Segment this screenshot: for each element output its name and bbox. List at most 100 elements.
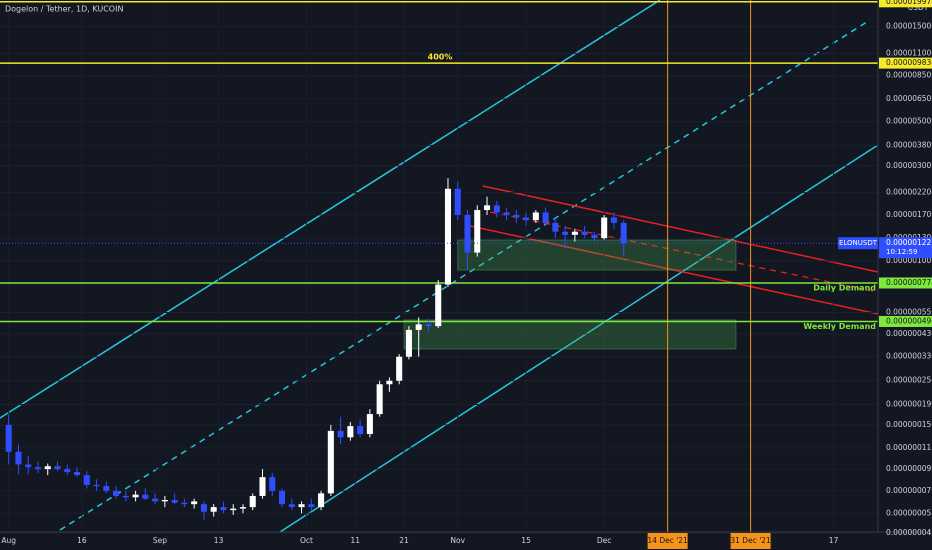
candle-body xyxy=(64,469,71,473)
y-tick-label: 0.000008500 xyxy=(886,71,932,80)
level-price-box xyxy=(879,0,932,8)
y-tick-label: 0.000000150 xyxy=(886,420,932,429)
y-tick-label: 0.000000190 xyxy=(886,399,932,408)
candle-body xyxy=(376,384,383,415)
candle-body xyxy=(327,430,334,494)
candle-body xyxy=(415,324,422,330)
y-tick-label: 0.000006500 xyxy=(886,94,932,103)
candle-body xyxy=(474,209,481,253)
x-tick-label: 13 xyxy=(214,536,224,545)
candle-body xyxy=(230,508,237,511)
candle-body xyxy=(25,464,32,468)
candle-body xyxy=(503,212,510,215)
candle-body xyxy=(171,499,178,503)
candle-body xyxy=(620,222,627,244)
last-price-label: 0.000001226 xyxy=(886,238,932,247)
date-marker-label: 31 Dec '21 xyxy=(730,536,771,545)
y-tick-label: 0.000000115 xyxy=(886,443,932,452)
candle-body xyxy=(513,214,520,218)
y-tick-label: 0.000000054 xyxy=(886,508,932,517)
symbol-label: ELONUSDT xyxy=(839,239,878,247)
level-price-box xyxy=(879,315,932,327)
level-price-label: 0.000000496 xyxy=(886,316,932,325)
x-tick-label: 16 xyxy=(77,536,87,545)
y-tick-label: 0.000000070 xyxy=(886,486,932,495)
last-price-box xyxy=(879,237,932,259)
candle-body xyxy=(259,477,266,496)
y-tick-label: 0.000015000 xyxy=(886,22,932,31)
y-tick-label: 0.000000330 xyxy=(886,352,932,361)
candle-body xyxy=(552,222,559,232)
candle-body xyxy=(337,430,344,438)
channel-line xyxy=(0,0,661,419)
y-tick-label: 0.000002200 xyxy=(886,188,932,197)
level-price-label: 0.000009834 xyxy=(886,58,932,67)
candle-body xyxy=(54,466,61,470)
candle-body xyxy=(132,494,139,498)
y-tick-label: 0.000001000 xyxy=(886,256,932,265)
date-marker-box xyxy=(730,533,771,549)
candle-body xyxy=(83,475,90,485)
candle-body xyxy=(73,472,81,476)
candle-body xyxy=(308,504,315,508)
candle-body xyxy=(347,426,354,438)
candle-body xyxy=(444,188,452,285)
candle-body xyxy=(591,234,598,239)
date-marker-box xyxy=(647,533,688,549)
x-tick-label: 11 xyxy=(350,536,360,545)
y-tick-label: 0.000000430 xyxy=(886,329,932,338)
level-price-box xyxy=(879,277,932,289)
wedge-line xyxy=(469,225,879,315)
candle-body xyxy=(249,495,256,508)
level-text: 400% xyxy=(428,53,453,62)
candle-body xyxy=(191,501,198,505)
price-axis xyxy=(878,0,932,550)
level-text: Weekly Demand xyxy=(803,322,876,331)
y-tick-label: 0.000000090 xyxy=(886,464,932,473)
y-tick-label: 0.000011000 xyxy=(886,48,932,57)
candle-body xyxy=(405,329,412,357)
wedge-line xyxy=(482,185,879,273)
candle-body xyxy=(44,466,51,470)
level-price-label: 0.000019978 xyxy=(886,0,932,6)
x-tick-label: Nov xyxy=(450,536,465,545)
y-tick-label: 0.000003000 xyxy=(886,161,932,170)
candle-body xyxy=(200,504,207,512)
candle-body xyxy=(269,477,276,491)
candle-body xyxy=(103,486,110,491)
level-price-label: 0.000000774 xyxy=(886,278,932,287)
x-tick-label: Aug xyxy=(1,536,16,545)
candle-body xyxy=(181,502,188,505)
x-tick-label: Sep xyxy=(153,536,167,545)
candle-body xyxy=(122,495,129,498)
candle-body xyxy=(152,498,159,502)
candle-body xyxy=(93,484,100,487)
candle-body xyxy=(532,212,539,221)
demand-zone xyxy=(457,239,737,271)
candle-body xyxy=(562,231,569,235)
chart-title: Dogelon / Tether, 1D, KUCOIN xyxy=(5,5,123,14)
candle-body xyxy=(239,507,247,509)
candle-body xyxy=(523,217,530,221)
candle-body xyxy=(210,507,217,512)
candle-body xyxy=(386,380,393,385)
y-tick-label: 0.000000043 xyxy=(886,528,932,537)
level-price-box xyxy=(879,57,932,69)
demand-zone xyxy=(403,319,737,350)
level-text: Daily Demand xyxy=(813,283,876,292)
y-tick-label: 0.000001700 xyxy=(886,210,932,219)
channel-mid-line xyxy=(59,19,871,531)
candle-body xyxy=(542,212,549,223)
candle-body xyxy=(425,324,432,327)
candle-body xyxy=(493,205,500,213)
candle-body xyxy=(484,205,491,210)
candle-body xyxy=(142,494,149,499)
candle-body xyxy=(220,507,227,511)
candle-body xyxy=(571,231,578,235)
candle-body xyxy=(288,504,295,508)
candle-body xyxy=(15,451,22,465)
date-marker-label: 14 Dec '21 xyxy=(647,536,688,545)
